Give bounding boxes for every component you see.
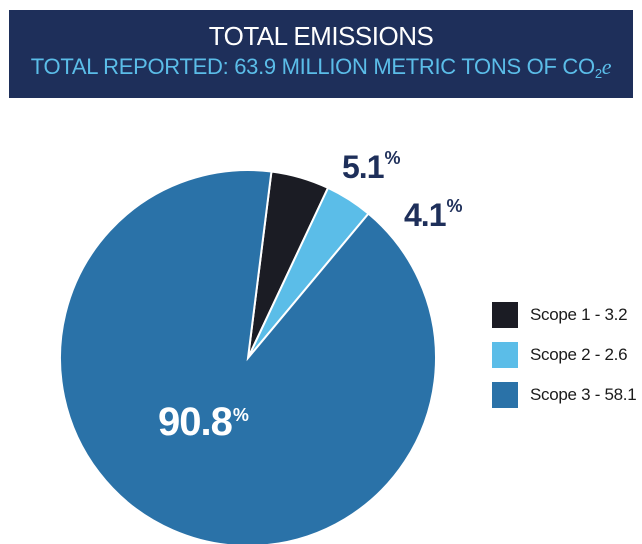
slice-label-scope-2-value: 4.1 (404, 197, 446, 233)
slice-label-scope-1: 5.1% (342, 148, 401, 186)
header-banner: TOTAL EMISSIONS TOTAL REPORTED: 63.9 MIL… (9, 10, 633, 98)
slice-label-scope-1-value: 5.1 (342, 149, 384, 185)
legend: Scope 1 - 3.2 Scope 2 - 2.6 Scope 3 - 58… (492, 302, 637, 422)
subtitle-text: TOTAL REPORTED: 63.9 MILLION METRIC TONS… (30, 53, 595, 79)
slice-label-scope-3-value: 90.8 (158, 400, 233, 444)
legend-item-scope-1: Scope 1 - 3.2 (492, 302, 636, 328)
pie-chart (59, 169, 437, 544)
legend-label-scope-1: Scope 1 - 3.2 (530, 305, 628, 324)
chart-title: TOTAL EMISSIONS (208, 20, 434, 51)
percent-sign: % (446, 196, 462, 216)
subtitle-subscript: 2 (594, 65, 602, 81)
percent-sign: % (232, 405, 249, 425)
legend-swatch-scope-1 (492, 302, 518, 328)
slice-label-scope-2: 4.1% (404, 196, 463, 234)
legend-label-scope-3: Scope 3 - 58.1 (530, 385, 637, 404)
legend-swatch-scope-2 (492, 342, 518, 368)
percent-sign: % (384, 148, 400, 168)
slice-label-scope-3: 90.8% (158, 400, 249, 445)
subtitle-suffix: e (601, 53, 612, 79)
chart-subtitle: TOTAL REPORTED: 63.9 MILLION METRIC TONS… (30, 53, 612, 88)
legend-item-scope-3: Scope 3 - 58.1 (492, 382, 637, 408)
legend-label-scope-2: Scope 2 - 2.6 (530, 345, 628, 364)
legend-swatch-scope-3 (492, 382, 518, 408)
pie-slice-scope-3 (59, 169, 437, 544)
legend-item-scope-2: Scope 2 - 2.6 (492, 342, 636, 368)
